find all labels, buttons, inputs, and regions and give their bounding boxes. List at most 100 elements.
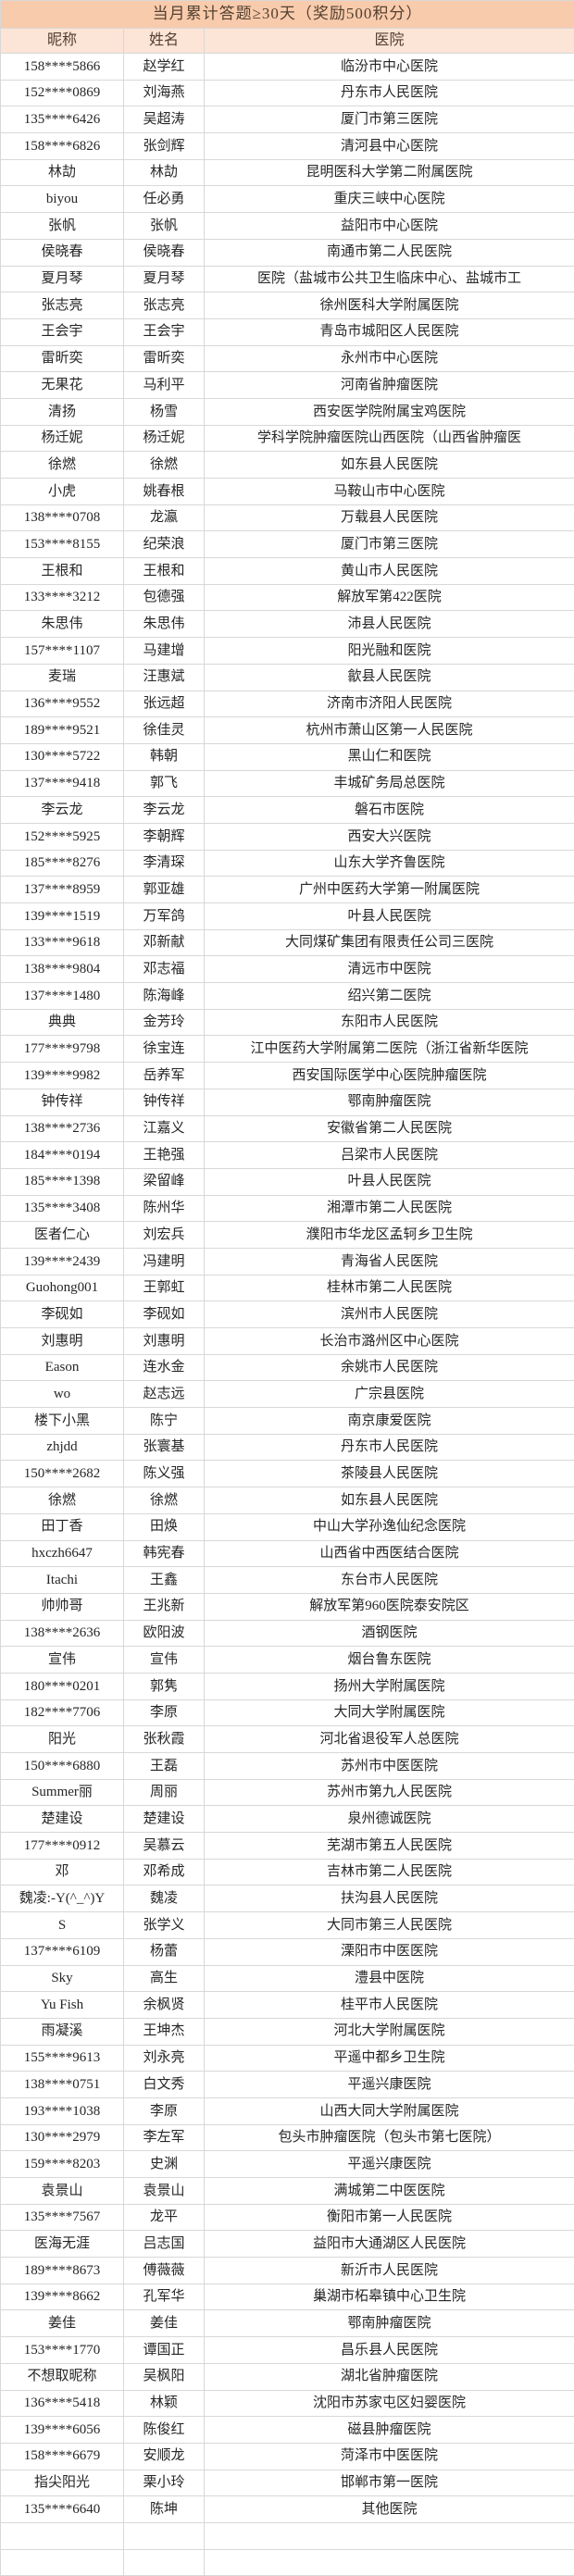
nickname-cell: 阳光 <box>1 1726 124 1753</box>
name-cell: 汪惠斌 <box>124 664 205 691</box>
nickname-cell: 侯晓春 <box>1 239 124 266</box>
name-cell: 李砚如 <box>124 1301 205 1328</box>
hospital-cell: 清河县中心医院 <box>205 133 574 160</box>
nickname-cell: 雨凝溪 <box>1 2018 124 2045</box>
hospital-cell <box>205 2549 574 2576</box>
hospital-cell: 医院（盐城市公共卫生临床中心、盐城市工 <box>205 266 574 292</box>
hospital-cell: 桂平市人民医院 <box>205 1992 574 2019</box>
nickname-cell: 159****8203 <box>1 2151 124 2178</box>
name-cell: 岳养军 <box>124 1063 205 1089</box>
hospital-cell: 河南省肿瘤医院 <box>205 372 574 399</box>
name-cell: 李左军 <box>124 2124 205 2151</box>
hospital-cell: 磁县肿瘤医院 <box>205 2417 574 2444</box>
hospital-cell: 扬州大学附属医院 <box>205 1673 574 1699</box>
table-row: 阳光张秋霞河北省退役军人总医院 <box>1 1726 574 1753</box>
nickname-cell: 130****5722 <box>1 743 124 770</box>
hospital-cell: 衡阳市第一人民医院 <box>205 2204 574 2231</box>
name-cell: 李原 <box>124 2097 205 2124</box>
nickname-cell: Yu Fish <box>1 1992 124 2019</box>
table-row: 邓邓希成吉林市第二人民医院 <box>1 1859 574 1885</box>
nickname-cell: Summer丽 <box>1 1779 124 1806</box>
nickname-cell: 王会宇 <box>1 318 124 345</box>
hospital-cell: 中山大学孙逸仙纪念医院 <box>205 1513 574 1540</box>
nickname-cell: 139****6056 <box>1 2417 124 2444</box>
hospital-cell: 阳光融和医院 <box>205 638 574 665</box>
nickname-cell: 130****2979 <box>1 2124 124 2151</box>
table-row: Summer丽周丽苏州市第九人民医院 <box>1 1779 574 1806</box>
name-cell: 金芳玲 <box>124 1009 205 1036</box>
name-cell: 张帆 <box>124 213 205 240</box>
nickname-cell: 152****0869 <box>1 80 124 106</box>
nickname-cell: 158****6826 <box>1 133 124 160</box>
hospital-cell: 济南市济阳人民医院 <box>205 691 574 717</box>
hospital-cell: 广州中医药大学第一附属医院 <box>205 877 574 903</box>
nickname-cell: 177****9798 <box>1 1036 124 1063</box>
name-cell: 王坤杰 <box>124 2018 205 2045</box>
name-cell: 赵志远 <box>124 1381 205 1408</box>
name-cell: 林颖 <box>124 2390 205 2417</box>
hospital-cell: 厦门市第三医院 <box>205 106 574 133</box>
name-cell: 任必勇 <box>124 186 205 213</box>
hospital-cell: 江中医药大学附属第二医院（浙江省新华医院 <box>205 1036 574 1063</box>
hospital-cell: 丹东市人民医院 <box>205 80 574 106</box>
table-row: 李云龙李云龙磐石市医院 <box>1 797 574 824</box>
nickname-cell: 魏凌:-Y(^_^)Y <box>1 1885 124 1912</box>
hospital-cell: 茶陵县人民医院 <box>205 1461 574 1487</box>
nickname-cell: 139****8662 <box>1 2284 124 2310</box>
name-cell: 徐燃 <box>124 452 205 479</box>
name-cell: 冯建明 <box>124 1248 205 1275</box>
hospital-cell: 邯郸市第一医院 <box>205 2470 574 2496</box>
nickname-cell: 138****2736 <box>1 1115 124 1142</box>
nickname-cell: 夏月琴 <box>1 266 124 292</box>
hospital-cell: 大同市第三人民医院 <box>205 1912 574 1939</box>
hospital-cell: 叶县人民医院 <box>205 903 574 930</box>
name-cell <box>124 2522 205 2549</box>
name-cell: 安顺龙 <box>124 2443 205 2470</box>
nickname-cell: 姜佳 <box>1 2310 124 2337</box>
name-cell: 吴慕云 <box>124 1833 205 1860</box>
nickname-cell: 杨迁妮 <box>1 425 124 452</box>
table-title: 当月累计答题≥30天（奖励500积分） <box>1 1 574 29</box>
name-cell: 郭飞 <box>124 770 205 797</box>
hospital-cell: 巢湖市柘皋镇中心卫生院 <box>205 2284 574 2310</box>
name-cell: 杨迁妮 <box>124 425 205 452</box>
nickname-cell: 150****2682 <box>1 1461 124 1487</box>
nickname-cell: 155****9613 <box>1 2045 124 2072</box>
hospital-cell: 歙县人民医院 <box>205 664 574 691</box>
hospital-cell: 杭州市萧山区第一人民医院 <box>205 717 574 744</box>
nickname-cell: 139****1519 <box>1 903 124 930</box>
nickname-cell: 李云龙 <box>1 797 124 824</box>
name-cell: 刘永亮 <box>124 2045 205 2072</box>
nickname-cell: 158****6679 <box>1 2443 124 2470</box>
nickname-cell: 无果花 <box>1 372 124 399</box>
table-head: 当月累计答题≥30天（奖励500积分） 昵称 姓名 医院 <box>1 1 574 54</box>
name-cell: 余枫贤 <box>124 1992 205 2019</box>
hospital-cell: 酒钢医院 <box>205 1620 574 1647</box>
column-header-name: 姓名 <box>124 29 205 54</box>
hospital-cell: 南通市第二人民医院 <box>205 239 574 266</box>
name-cell: 龙瀛 <box>124 504 205 531</box>
name-cell: 陈宁 <box>124 1408 205 1435</box>
table-row: 田丁香田焕中山大学孙逸仙纪念医院 <box>1 1513 574 1540</box>
nickname-cell: 典典 <box>1 1009 124 1036</box>
hospital-cell: 鄂南肿瘤医院 <box>205 1089 574 1115</box>
name-cell <box>124 2549 205 2576</box>
name-cell: 楚建设 <box>124 1806 205 1833</box>
name-cell: 陈俊红 <box>124 2417 205 2444</box>
name-cell: 万军鸽 <box>124 903 205 930</box>
hospital-cell: 西安医学院附属宝鸡医院 <box>205 398 574 425</box>
hospital-cell: 东台市人民医院 <box>205 1567 574 1594</box>
hospital-cell: 大同大学附属医院 <box>205 1699 574 1726</box>
nickname-cell: 138****9804 <box>1 956 124 983</box>
nickname-cell: 136****9552 <box>1 691 124 717</box>
hospital-cell: 河北大学附属医院 <box>205 2018 574 2045</box>
